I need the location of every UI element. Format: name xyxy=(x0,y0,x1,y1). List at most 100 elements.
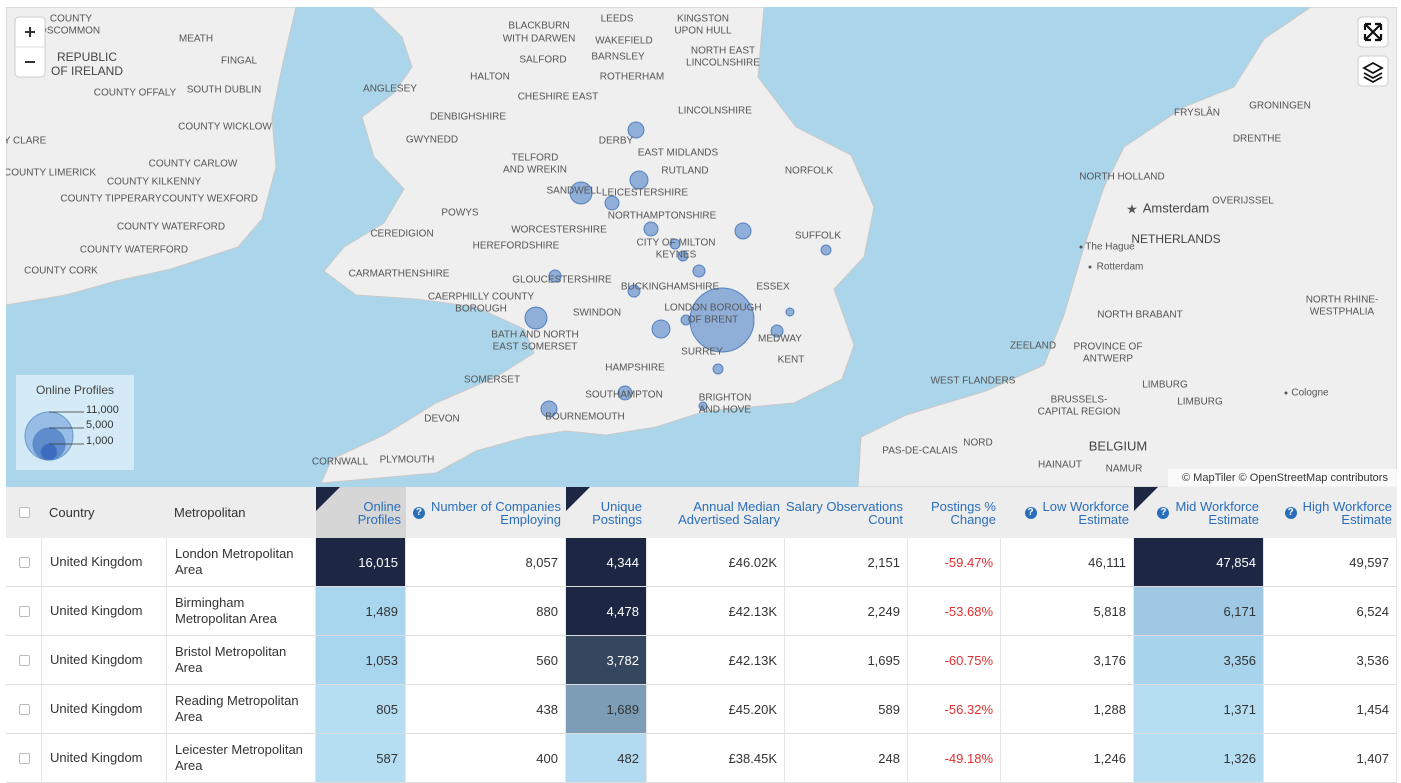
legend-label: 11,000 xyxy=(86,404,119,416)
zoom-in[interactable] xyxy=(25,27,35,37)
bubble[interactable] xyxy=(698,401,708,411)
map-label: NORTHAMPTONSHIRE xyxy=(608,211,717,222)
column-header[interactable]: Online Profiles xyxy=(316,487,406,538)
bubble[interactable] xyxy=(770,324,784,338)
bubble[interactable] xyxy=(604,195,620,211)
table-cell: 1,053 xyxy=(316,636,406,685)
bubble[interactable] xyxy=(627,284,641,298)
bubble[interactable] xyxy=(712,363,724,375)
bubble[interactable] xyxy=(669,238,681,250)
table-cell: 560 xyxy=(406,636,566,685)
checkbox-all[interactable] xyxy=(19,507,30,518)
bubble[interactable] xyxy=(785,307,795,317)
map-label: COUNTY WATERFORD xyxy=(117,222,225,233)
map-label: CITY OF MILTON xyxy=(637,238,716,249)
map-label: COUNTY KILKENNY xyxy=(107,177,202,188)
bubble[interactable] xyxy=(627,121,645,139)
row-select[interactable] xyxy=(6,685,42,734)
header-text: Unique xyxy=(600,498,642,514)
help-icon[interactable]: ? xyxy=(412,506,425,519)
map-label: NORFOLK xyxy=(785,166,834,177)
checkbox[interactable] xyxy=(19,606,30,617)
help-icon[interactable]: ? xyxy=(1024,506,1037,519)
checkbox[interactable] xyxy=(19,655,30,666)
column-header[interactable]: Country xyxy=(42,487,167,538)
column-header[interactable]: ? Mid Workforce Estimate xyxy=(1134,487,1264,538)
bubble[interactable] xyxy=(643,221,659,237)
checkbox[interactable] xyxy=(19,704,30,715)
column-header[interactable]: ? Number of Companies Employing xyxy=(406,487,566,538)
header-text: Estimate xyxy=(1208,511,1259,527)
bubble[interactable] xyxy=(820,244,832,256)
map-label: MEATH xyxy=(179,34,213,45)
map-label: DERBY xyxy=(599,136,634,147)
edit-icon[interactable] xyxy=(316,487,340,511)
column-header[interactable]: ? Low Workforce Estimate xyxy=(1001,487,1134,538)
row-select[interactable] xyxy=(6,587,42,636)
table-cell: 1,689 xyxy=(566,685,647,734)
map-label: Y CLARE xyxy=(6,136,47,147)
header-text: Employing xyxy=(500,511,561,527)
table-cell: 46,111 xyxy=(1001,538,1134,587)
column-header[interactable]: Annual Median Advertised Salary xyxy=(647,487,785,538)
column-header[interactable]: ? High Workforce Estimate xyxy=(1264,487,1397,538)
row-select[interactable] xyxy=(6,538,42,587)
bubble[interactable] xyxy=(540,400,558,418)
map-label: Rotterdam xyxy=(1097,262,1144,273)
layers-button[interactable] xyxy=(1357,55,1389,87)
edit-icon[interactable] xyxy=(566,487,590,511)
map-label: LEICESTERSHIRE xyxy=(602,188,688,199)
table-cell: 805 xyxy=(316,685,406,734)
data-table: Country Metropolitan Online Profiles? Number… xyxy=(6,487,1397,783)
fullscreen-button[interactable] xyxy=(1357,16,1389,48)
bubble[interactable] xyxy=(734,222,752,240)
legend-label: 1,000 xyxy=(86,435,114,447)
table-cell: 880 xyxy=(406,587,566,636)
checkbox[interactable] xyxy=(19,557,30,568)
help-icon[interactable]: ? xyxy=(1284,506,1297,519)
bubble[interactable] xyxy=(651,319,671,339)
map-label: GLOUCESTERSHIRE xyxy=(512,275,612,286)
bubble[interactable] xyxy=(617,385,633,401)
table-cell: 5,818 xyxy=(1001,587,1134,636)
map-label: DRENTHE xyxy=(1233,134,1282,145)
checkbox[interactable] xyxy=(19,753,30,764)
map-label: BOROUGH xyxy=(455,304,507,315)
map-label: TELFORD xyxy=(512,153,559,164)
table-cell: 248 xyxy=(785,734,908,783)
map-label: HAINAUT xyxy=(1038,460,1082,471)
map-label: AND HOVE xyxy=(699,405,752,416)
map-label: REPUBLIC xyxy=(57,50,117,64)
bubble[interactable] xyxy=(677,250,689,262)
bubble[interactable] xyxy=(569,181,593,205)
edit-icon[interactable] xyxy=(1134,487,1158,511)
map-label: WORCESTERSHIRE xyxy=(511,225,607,236)
map-label: PAS-DE-CALAIS xyxy=(882,446,958,457)
bubble[interactable] xyxy=(548,269,562,283)
bubble[interactable] xyxy=(692,264,706,278)
map-label: SANDWELL xyxy=(546,186,601,197)
map-label: AND WREKIN xyxy=(503,165,567,176)
bubble[interactable] xyxy=(629,170,649,190)
column-header[interactable]: Salary Observations Count xyxy=(785,487,908,538)
map-label: FRYSLÂN xyxy=(1174,106,1220,119)
help-icon[interactable]: ? xyxy=(1157,506,1170,519)
map-label: SWINDON xyxy=(573,308,621,319)
table-cell: United Kingdom xyxy=(42,538,167,587)
map-label: ESSEX xyxy=(756,282,790,293)
column-header[interactable]: Metropolitan xyxy=(167,487,316,538)
column-header[interactable]: Postings % Change xyxy=(908,487,1001,538)
map-label: DENBIGHSHIRE xyxy=(430,112,506,123)
map-label: COUNTY CARLOW xyxy=(149,159,238,170)
map-label: CEREDIGION xyxy=(370,229,433,240)
table-cell: £42.13K xyxy=(647,587,785,636)
header-text: Metropolitan xyxy=(174,505,246,520)
column-header[interactable]: Unique Postings xyxy=(566,487,647,538)
table-cell: -49.18% xyxy=(908,734,1001,783)
map-label: KINGSTON xyxy=(677,14,729,25)
table-cell: 1,371 xyxy=(1134,685,1264,734)
row-select[interactable] xyxy=(6,636,42,685)
bubble[interactable] xyxy=(524,306,548,330)
bubble[interactable] xyxy=(689,287,755,353)
